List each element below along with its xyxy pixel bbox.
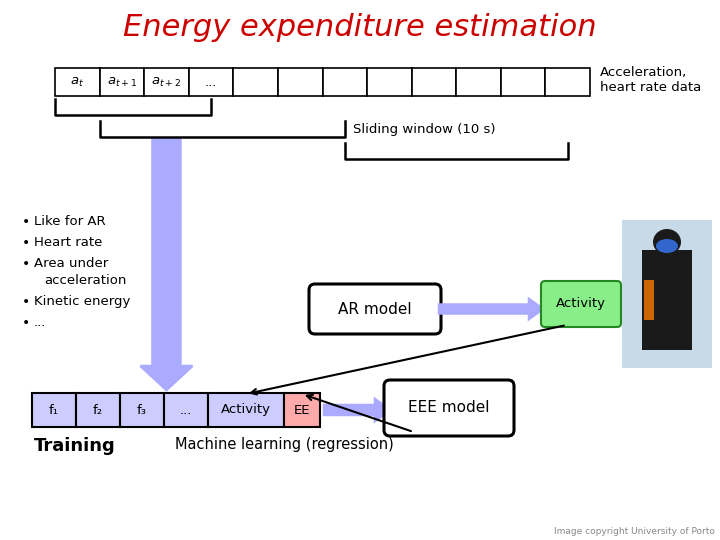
Text: $a_t$: $a_t$ — [71, 76, 84, 89]
Bar — [284, 393, 320, 427]
Text: Acceleration,
heart rate data: Acceleration, heart rate data — [600, 66, 701, 94]
FancyBboxPatch shape — [309, 284, 441, 334]
Bar — [120, 393, 164, 427]
Bar — [501, 68, 546, 96]
Text: f₃: f₃ — [137, 403, 147, 416]
Text: EE: EE — [294, 403, 310, 416]
FancyArrow shape — [439, 299, 543, 319]
Bar — [622, 220, 712, 368]
Text: Heart rate: Heart rate — [34, 236, 102, 249]
Text: Activity: Activity — [556, 298, 606, 310]
Bar — [642, 250, 692, 350]
Text: Training: Training — [34, 437, 116, 455]
Bar — [55, 68, 99, 96]
Text: $a_{t+1}$: $a_{t+1}$ — [107, 76, 137, 89]
FancyArrow shape — [140, 139, 192, 390]
Text: $a_{t+2}$: $a_{t+2}$ — [151, 76, 181, 89]
Bar — [456, 68, 501, 96]
Text: Energy expenditure estimation: Energy expenditure estimation — [123, 14, 597, 43]
Bar — [367, 68, 412, 96]
Bar — [164, 393, 208, 427]
Text: •: • — [22, 316, 30, 330]
Bar — [412, 68, 456, 96]
Bar — [278, 68, 323, 96]
Text: f₂: f₂ — [93, 403, 103, 416]
Text: Area under: Area under — [34, 257, 108, 270]
FancyBboxPatch shape — [384, 380, 514, 436]
Ellipse shape — [656, 239, 678, 253]
Bar — [189, 68, 233, 96]
FancyBboxPatch shape — [541, 281, 621, 327]
Text: AR model: AR model — [338, 301, 412, 316]
Bar — [76, 393, 120, 427]
Ellipse shape — [653, 229, 681, 255]
Text: Kinetic energy: Kinetic energy — [34, 295, 130, 308]
Text: •: • — [22, 295, 30, 309]
Text: Like for AR: Like for AR — [34, 215, 106, 228]
Bar — [622, 220, 712, 368]
Text: EEE model: EEE model — [408, 401, 490, 415]
Text: •: • — [22, 236, 30, 250]
Text: Machine learning (regression): Machine learning (regression) — [175, 437, 393, 452]
Text: Image copyright University of Porto: Image copyright University of Porto — [554, 527, 715, 536]
Text: acceleration: acceleration — [44, 274, 127, 287]
Bar — [144, 68, 189, 96]
Text: ...: ... — [205, 76, 217, 89]
Bar — [99, 68, 144, 96]
Text: ...: ... — [180, 403, 192, 416]
Text: •: • — [22, 215, 30, 229]
Bar — [323, 68, 367, 96]
Text: •: • — [22, 257, 30, 271]
Bar — [546, 68, 590, 96]
Text: Activity: Activity — [221, 403, 271, 416]
Text: f₁: f₁ — [49, 403, 59, 416]
FancyArrow shape — [324, 399, 390, 421]
Bar — [644, 280, 654, 320]
Bar — [32, 393, 76, 427]
Text: Sliding window (10 s): Sliding window (10 s) — [353, 123, 495, 136]
Bar — [208, 393, 284, 427]
Text: ...: ... — [34, 316, 46, 329]
Bar — [233, 68, 278, 96]
